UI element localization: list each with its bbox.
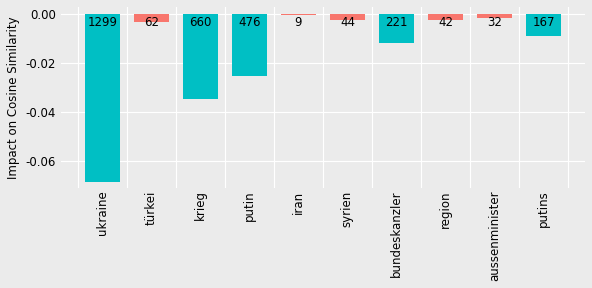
Bar	[526, 14, 561, 36]
Bar	[379, 14, 414, 43]
Bar	[428, 14, 463, 20]
Text: 62: 62	[144, 16, 159, 29]
Bar	[134, 14, 169, 22]
Bar	[183, 14, 218, 99]
Bar	[85, 14, 120, 181]
Bar	[281, 14, 316, 16]
Text: 476: 476	[238, 16, 260, 29]
Text: 167: 167	[532, 16, 555, 29]
Text: 32: 32	[487, 16, 502, 29]
Text: 1299: 1299	[87, 16, 117, 29]
Bar	[330, 14, 365, 20]
Y-axis label: Impact on Cosine Similarity: Impact on Cosine Similarity	[7, 16, 20, 179]
Bar	[231, 14, 267, 75]
Text: 44: 44	[340, 16, 355, 29]
Text: 221: 221	[385, 16, 408, 29]
Bar	[477, 14, 512, 18]
Text: 9: 9	[295, 16, 302, 29]
Text: 42: 42	[438, 16, 453, 29]
Text: 660: 660	[189, 16, 211, 29]
